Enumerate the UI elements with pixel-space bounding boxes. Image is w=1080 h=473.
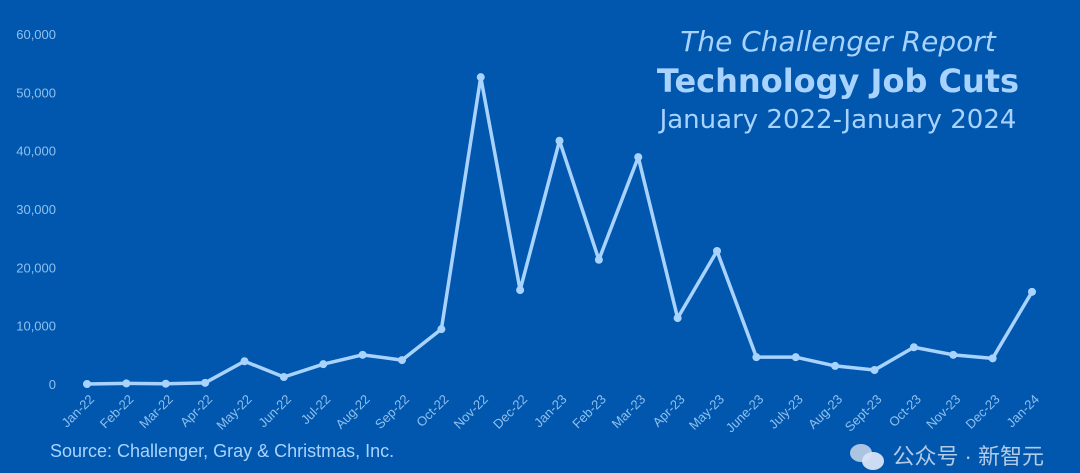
data-point	[870, 366, 879, 374]
wechat-icon	[850, 444, 885, 470]
data-point	[949, 350, 958, 359]
data-point	[713, 247, 721, 255]
x-tick-label: Dec-22	[490, 392, 530, 432]
x-tick-label: Mar-22	[136, 392, 176, 432]
x-tick-label: Jan-23	[531, 392, 570, 431]
data-point	[122, 379, 131, 388]
series-line	[83, 73, 1036, 388]
data-point	[909, 343, 918, 352]
x-tick-label: Jun-22	[255, 392, 294, 431]
x-tick-label: May-23	[686, 392, 727, 433]
x-tick-label: Mar-23	[609, 392, 649, 432]
x-tick-label: Aug-22	[332, 392, 372, 432]
data-point	[1028, 287, 1036, 296]
y-tick-label: 30,000	[16, 202, 56, 217]
data-point	[437, 325, 446, 334]
x-tick-label: Apr-22	[177, 392, 215, 430]
chart-title: The Challenger Report	[680, 25, 996, 58]
x-tick-label: Jan-24	[1003, 392, 1042, 431]
data-point	[279, 373, 288, 381]
x-tick-label: June-23	[723, 392, 767, 436]
data-point	[83, 380, 91, 388]
x-tick-label: Jul-22	[298, 392, 334, 428]
x-tick-label: Oct-22	[413, 392, 451, 430]
data-point	[161, 379, 170, 388]
data-point	[240, 357, 249, 366]
x-tick-label: Dec-23	[962, 392, 1002, 432]
x-tick-label: Aug-23	[805, 392, 845, 432]
data-point	[319, 360, 328, 369]
y-tick-label: 20,000	[16, 260, 56, 275]
x-tick-label: Feb-23	[569, 392, 609, 432]
watermark: 公众号 · 新智元	[850, 443, 1044, 471]
data-point	[752, 353, 761, 362]
x-tick-label: May-22	[213, 392, 254, 433]
x-tick-label: Feb-22	[97, 392, 137, 432]
y-tick-label: 40,000	[16, 144, 56, 159]
data-point	[516, 286, 525, 295]
data-point	[555, 136, 564, 145]
data-point	[673, 314, 682, 323]
data-point	[634, 153, 643, 162]
x-tick-label: Sep-22	[372, 392, 412, 432]
y-tick-label: 60,000	[16, 27, 56, 42]
x-tick-label: Nov-23	[923, 392, 963, 432]
y-tick-label: 50,000	[16, 85, 56, 100]
data-point	[201, 378, 210, 387]
data-point	[358, 350, 367, 359]
y-tick-label: 10,000	[16, 319, 56, 334]
chart-title-block: The Challenger Report Technology Job Cut…	[628, 24, 1048, 138]
data-point	[476, 73, 485, 82]
x-tick-label: Jan-22	[58, 392, 97, 431]
data-point	[594, 255, 603, 264]
data-point	[398, 356, 406, 365]
y-tick-label: 0	[49, 377, 56, 392]
x-tick-label: Oct-23	[886, 392, 924, 430]
y-axis: 0 10,000 20,000 30,000 40,000 50,000 60,000	[16, 27, 56, 392]
source-note: Source: Challenger, Gray & Christmas, In…	[50, 441, 395, 461]
chart-subtitle: Technology Job Cuts	[656, 62, 1020, 100]
x-tick-label: July-23	[766, 392, 806, 432]
data-point	[831, 361, 840, 370]
chart-date-range: January 2022-January 2024	[659, 105, 1017, 135]
x-tick-label: Nov-22	[451, 392, 491, 432]
data-point	[988, 354, 997, 363]
x-tick-label: Apr-23	[650, 392, 688, 430]
watermark-text: 公众号 · 新智元	[892, 444, 1044, 469]
x-tick-label: Sept-23	[842, 392, 885, 435]
data-point	[791, 353, 800, 362]
